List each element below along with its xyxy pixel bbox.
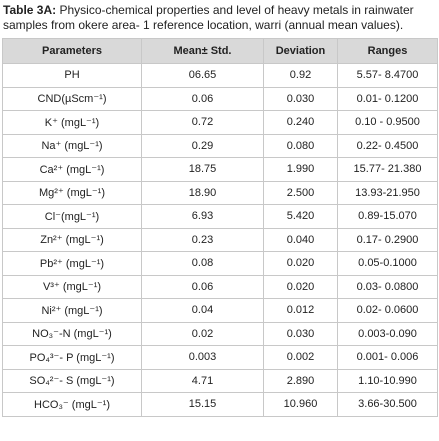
table-cell: HCO₃⁻ (mgL⁻¹) — [2, 392, 142, 417]
table-cell: 6.93 — [141, 204, 264, 229]
table-row: SO₄²⁻- S (mgL⁻¹) 4.71 2.890 1.10-10.990 — [2, 368, 438, 393]
table-row: PH 06.65 0.92 5.57- 8.4700 — [2, 63, 438, 88]
header-row: Parameters Mean± Std. Deviation Ranges — [2, 38, 438, 64]
table-cell: 2.890 — [263, 368, 338, 393]
table-cell: 0.012 — [263, 298, 338, 323]
table-cell: 0.01- 0.1200 — [337, 86, 438, 111]
table-cell: 18.75 — [141, 157, 264, 182]
table-row: Na⁺ (mgL⁻¹) 0.29 0.080 0.22- 0.4500 — [2, 133, 438, 158]
table-row: Zn²⁺ (mgL⁻¹) 0.23 0.040 0.17- 0.2900 — [2, 227, 438, 252]
table-cell: Zn²⁺ (mgL⁻¹) — [2, 227, 142, 252]
table-cell: K⁺ (mgL⁻¹) — [2, 110, 142, 135]
table-cell: CND(µScm⁻¹) — [2, 86, 142, 111]
table-cell: Pb²⁺ (mgL⁻¹) — [2, 251, 142, 276]
table-cell: 0.06 — [141, 86, 264, 111]
table-cell: 0.05-0.1000 — [337, 251, 438, 276]
table-row: PO₄³⁻- P (mgL⁻¹) 0.003 0.002 0.001- 0.006 — [2, 345, 438, 370]
table-cell: 2.500 — [263, 180, 338, 205]
table-cell: 18.90 — [141, 180, 264, 205]
table-cell: 0.06 — [141, 274, 264, 299]
header-cell: Mean± Std. — [141, 38, 264, 64]
table-row: Cl⁻(mgL⁻¹) 6.93 5.420 0.89-15.070 — [2, 204, 438, 229]
table-cell: 0.001- 0.006 — [337, 345, 438, 370]
table-cell: 1.10-10.990 — [337, 368, 438, 393]
table-cell: 5.420 — [263, 204, 338, 229]
table-cell: 0.020 — [263, 274, 338, 299]
table-cell: Ni²⁺ (mgL⁻¹) — [2, 298, 142, 323]
table-cell: 0.29 — [141, 133, 264, 158]
table-cell: 0.03- 0.0800 — [337, 274, 438, 299]
table-row: Pb²⁺ (mgL⁻¹) 0.08 0.020 0.05-0.1000 — [2, 251, 438, 276]
table-cell: 06.65 — [141, 63, 264, 88]
table-cell: 0.240 — [263, 110, 338, 135]
table-cell: SO₄²⁻- S (mgL⁻¹) — [2, 368, 142, 393]
table-body: PH 06.65 0.92 5.57- 8.4700 CND(µScm⁻¹) 0.06 0.… — [2, 63, 438, 417]
table-cell: 0.04 — [141, 298, 264, 323]
table-cell: 0.080 — [263, 133, 338, 158]
table-row: HCO₃⁻ (mgL⁻¹) 15.15 10.960 3.66-30.500 — [2, 392, 438, 417]
table-cell: Cl⁻(mgL⁻¹) — [2, 204, 142, 229]
table-cell: NO₃⁻-N (mgL⁻¹) — [2, 321, 142, 346]
table-cell: 0.08 — [141, 251, 264, 276]
header-cell: Parameters — [2, 38, 142, 64]
table-row: V³⁺ (mgL⁻¹) 0.06 0.020 0.03- 0.0800 — [2, 274, 438, 299]
table-cell: 0.002 — [263, 345, 338, 370]
table-cell: Ca²⁺ (mgL⁻¹) — [2, 157, 142, 182]
table-cell: 15.77- 21.380 — [337, 157, 438, 182]
table-cell: PH — [2, 63, 142, 88]
table-row: K⁺ (mgL⁻¹) 0.72 0.240 0.10 - 0.9500 — [2, 110, 438, 135]
table-cell: 0.030 — [263, 86, 338, 111]
table-cell: 0.040 — [263, 227, 338, 252]
table-cell: 0.92 — [263, 63, 338, 88]
table-cell: 5.57- 8.4700 — [337, 63, 438, 88]
table-row: NO₃⁻-N (mgL⁻¹) 0.02 0.030 0.003-0.090 — [2, 321, 438, 346]
table-cell: 0.030 — [263, 321, 338, 346]
table-cell: 0.23 — [141, 227, 264, 252]
header-cell: Ranges — [337, 38, 438, 64]
table-cell: Na⁺ (mgL⁻¹) — [2, 133, 142, 158]
table-cell: 10.960 — [263, 392, 338, 417]
caption: Table 3A: Physico-chemical properties an… — [3, 3, 437, 33]
table-cell: 0.020 — [263, 251, 338, 276]
caption-text: Physico-chemical properties and level of… — [3, 3, 414, 32]
table-cell: 0.02- 0.0600 — [337, 298, 438, 323]
table-cell: 0.003 — [141, 345, 264, 370]
table-cell: 0.17- 0.2900 — [337, 227, 438, 252]
header-cell: Deviation — [263, 38, 338, 64]
table-cell: 3.66-30.500 — [337, 392, 438, 417]
table-row: Ni²⁺ (mgL⁻¹) 0.04 0.012 0.02- 0.0600 — [2, 298, 438, 323]
table-cell: 1.990 — [263, 157, 338, 182]
table-row: Mg²⁺ (mgL⁻¹) 18.90 2.500 13.93-21.950 — [2, 180, 438, 205]
table-cell: 15.15 — [141, 392, 264, 417]
table-cell: 0.22- 0.4500 — [337, 133, 438, 158]
table-cell: V³⁺ (mgL⁻¹) — [2, 274, 142, 299]
table-row: Ca²⁺ (mgL⁻¹) 18.75 1.990 15.77- 21.380 — [2, 157, 438, 182]
table-row: CND(µScm⁻¹) 0.06 0.030 0.01- 0.1200 — [2, 86, 438, 111]
table-cell: 0.10 - 0.9500 — [337, 110, 438, 135]
table-cell: 0.72 — [141, 110, 264, 135]
table-cell: 0.02 — [141, 321, 264, 346]
data-table: Parameters Mean± Std. Deviation Ranges PH 06… — [2, 38, 438, 417]
caption-label: Table 3A: — [3, 3, 57, 17]
table-cell: 13.93-21.950 — [337, 180, 438, 205]
table-cell: 0.003-0.090 — [337, 321, 438, 346]
table-cell: 4.71 — [141, 368, 264, 393]
table-cell: 0.89-15.070 — [337, 204, 438, 229]
table-cell: PO₄³⁻- P (mgL⁻¹) — [2, 345, 142, 370]
table-cell: Mg²⁺ (mgL⁻¹) — [2, 180, 142, 205]
